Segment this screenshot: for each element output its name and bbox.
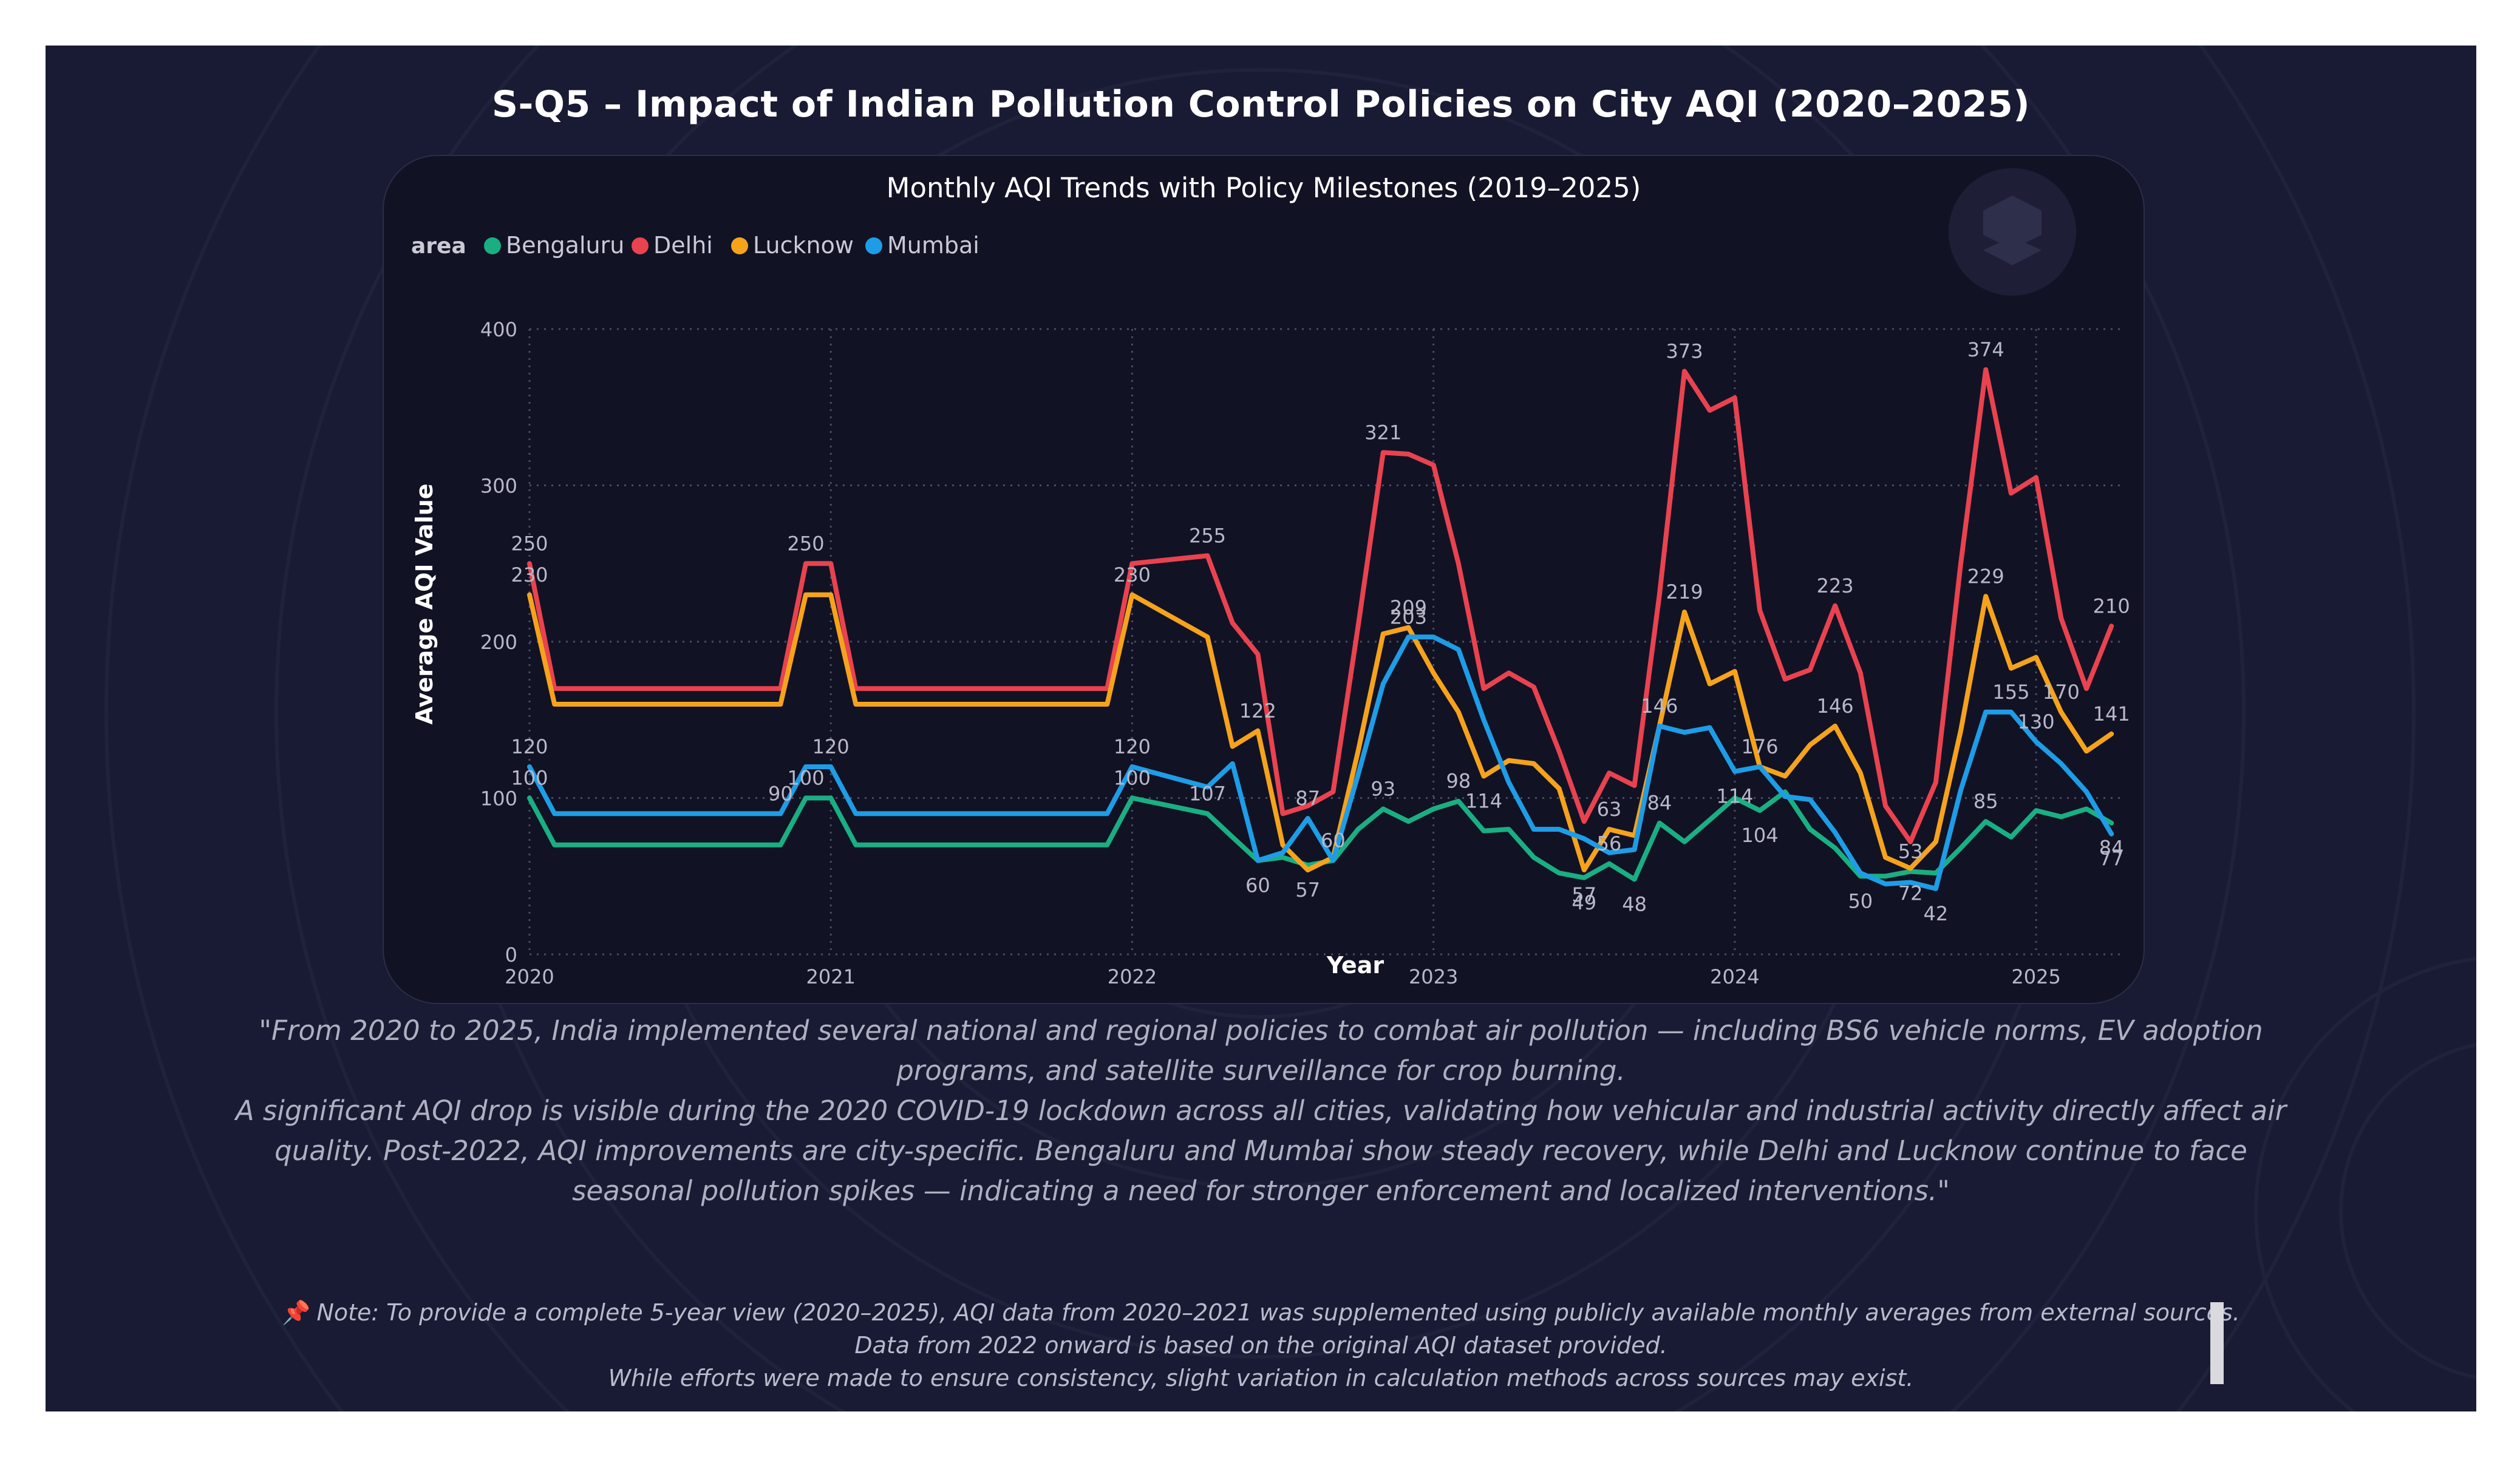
y-tick-label: 200 xyxy=(480,631,517,654)
data-label-bengaluru: 60 xyxy=(1245,874,1270,897)
data-label-mumbai: 87 xyxy=(1295,787,1320,810)
pin-icon: 📌 xyxy=(282,1299,311,1326)
chart-title: Monthly AQI Trends with Policy Milestone… xyxy=(887,172,1641,204)
x-axis-title: Year xyxy=(1326,952,1384,979)
data-label-bengaluru: 98 xyxy=(1446,770,1471,793)
narrative-text: "From 2020 to 2025, India implemented se… xyxy=(216,1011,2306,1211)
x-tick-label: 2020 xyxy=(505,965,554,988)
data-label-bengaluru: 53 xyxy=(1898,840,1923,863)
data-label-lucknow: 209 xyxy=(1390,596,1427,619)
x-tick-label: 2021 xyxy=(806,965,856,988)
data-label-lucknow: 230 xyxy=(1114,563,1151,586)
data-label-bengaluru: 84 xyxy=(2099,837,2124,860)
data-label-bengaluru: 100 xyxy=(1114,767,1151,790)
series-line-delhi[interactable] xyxy=(527,367,2114,844)
data-label-bengaluru: 100 xyxy=(787,767,824,790)
data-label-bengaluru: 49 xyxy=(1572,891,1596,914)
legend-marker-mumbai[interactable] xyxy=(865,237,882,254)
series-line-bengaluru[interactable] xyxy=(527,789,2114,882)
data-labels: 100 100 100 107 60 57 60 93 98 49 56 48 84 104 50 53 85 8… xyxy=(511,338,2130,925)
series-line-lucknow[interactable] xyxy=(527,592,2114,872)
y-tick-label: 300 xyxy=(480,475,517,498)
data-label-lucknow: 176 xyxy=(1742,735,1779,758)
data-label-delhi: 374 xyxy=(1967,338,2004,361)
data-label-bengaluru: 57 xyxy=(1295,878,1320,902)
x-tick-label: 2025 xyxy=(2011,965,2060,988)
data-label-delhi: 255 xyxy=(1189,524,1226,547)
aqi-line-chart: Monthly AQI Trends with Policy Milestone… xyxy=(411,168,2130,988)
page-title: S-Q5 – Impact of Indian Pollution Contro… xyxy=(491,83,2031,126)
note-line-3: While efforts were made to ensure consis… xyxy=(608,1365,1914,1391)
y-axis-title: Average AQI Value xyxy=(411,483,438,724)
data-label-lucknow: 57 xyxy=(1572,883,1596,906)
data-label-bengaluru: 60 xyxy=(1321,829,1346,852)
series-lines xyxy=(527,367,2114,891)
note-line-2: Data from 2022 onward is based on the or… xyxy=(854,1332,1667,1359)
data-label-mumbai: 130 xyxy=(2018,710,2055,733)
data-label-bengaluru: 104 xyxy=(1742,824,1779,847)
chart-card: Monthly AQI Trends with Policy Milestone… xyxy=(383,155,2145,1004)
data-label-mumbai: 155 xyxy=(1992,681,2029,704)
legend-marker-delhi[interactable] xyxy=(632,237,649,254)
axes: 0 100 200 300 400 2020 2021 2022 2023 2024 2025 xyxy=(480,318,2061,988)
data-label-lucknow: 141 xyxy=(2093,702,2130,725)
data-label-delhi: 373 xyxy=(1666,340,1703,363)
data-label-bengaluru: 100 xyxy=(511,767,548,790)
legend-marker-bengaluru[interactable] xyxy=(484,237,501,254)
y-tick-label: 0 xyxy=(505,943,517,966)
scrollbar-thumb[interactable] xyxy=(2210,1302,2224,1384)
data-label-lucknow: 146 xyxy=(1817,695,1854,718)
note-line-1: 📌 Note: To provide a complete 5-year view… xyxy=(282,1299,2240,1326)
data-label-delhi: 250 xyxy=(787,532,824,555)
data-label-mumbai: 90 xyxy=(768,782,793,805)
data-label-mumbai: 114 xyxy=(1716,785,1753,808)
data-label-delhi: 223 xyxy=(1817,574,1854,597)
data-label-lucknow: 170 xyxy=(2043,681,2080,704)
data-label-delhi: 250 xyxy=(511,532,548,555)
data-label-bengaluru: 85 xyxy=(1973,790,1998,813)
x-tick-label: 2022 xyxy=(1108,965,1157,988)
legend-item-delhi[interactable]: Delhi xyxy=(653,232,713,259)
data-label-bengaluru: 56 xyxy=(1597,832,1622,855)
data-label-bengaluru: 84 xyxy=(1647,792,1672,815)
data-label-mumbai: 42 xyxy=(1923,902,1948,925)
data-label-bengaluru: 48 xyxy=(1622,892,1647,915)
legend-item-mumbai[interactable]: Mumbai xyxy=(887,232,979,259)
dashboard-frame: S-Q5 – Impact of Indian Pollution Contro… xyxy=(46,46,2476,1411)
y-tick-label: 400 xyxy=(480,318,517,341)
data-label-bengaluru: 93 xyxy=(1371,778,1395,801)
data-label-lucknow: 114 xyxy=(1465,789,1502,812)
data-label-mumbai: 203 xyxy=(1390,605,1427,628)
data-label-lucknow: 229 xyxy=(1967,565,2004,588)
data-label-lucknow: 146 xyxy=(1641,695,1678,718)
narrative-paragraph-1: "From 2020 to 2025, India implemented se… xyxy=(259,1014,2263,1087)
data-label-bengaluru: 107 xyxy=(1189,782,1226,805)
data-label-lucknow: 219 xyxy=(1666,580,1703,603)
data-label-mumbai: 77 xyxy=(2099,847,2124,871)
legend-marker-lucknow[interactable] xyxy=(731,237,748,254)
series-line-mumbai[interactable] xyxy=(527,634,2114,891)
data-label-bengaluru: 50 xyxy=(1848,889,1873,912)
data-source-note: 📌 Note: To provide a complete 5-year view… xyxy=(228,1296,2294,1394)
x-tick-label: 2024 xyxy=(1710,965,1759,988)
legend-item-lucknow[interactable]: Lucknow xyxy=(753,232,854,259)
data-label-delhi: 321 xyxy=(1364,421,1401,444)
data-label-lucknow: 72 xyxy=(1898,881,1923,905)
data-label-delhi: 210 xyxy=(2093,594,2130,617)
data-label-lucknow: 63 xyxy=(1597,798,1622,821)
data-label-lucknow: 122 xyxy=(1239,699,1276,722)
data-label-mumbai: 120 xyxy=(511,735,548,758)
x-tick-label: 2023 xyxy=(1409,965,1458,988)
legend-item-bengaluru[interactable]: Bengaluru xyxy=(506,232,624,259)
legend: area Bengaluru Delhi Lucknow Mumbai xyxy=(411,232,979,259)
brand-logo-icon xyxy=(1949,168,2076,296)
data-label-mumbai: 120 xyxy=(1114,735,1151,758)
legend-title: area xyxy=(411,234,466,259)
data-label-mumbai: 120 xyxy=(812,735,850,758)
y-tick-label: 100 xyxy=(480,787,517,810)
data-label-lucknow: 230 xyxy=(511,563,548,586)
narrative-paragraph-2: A significant AQI drop is visible during… xyxy=(235,1095,2287,1207)
